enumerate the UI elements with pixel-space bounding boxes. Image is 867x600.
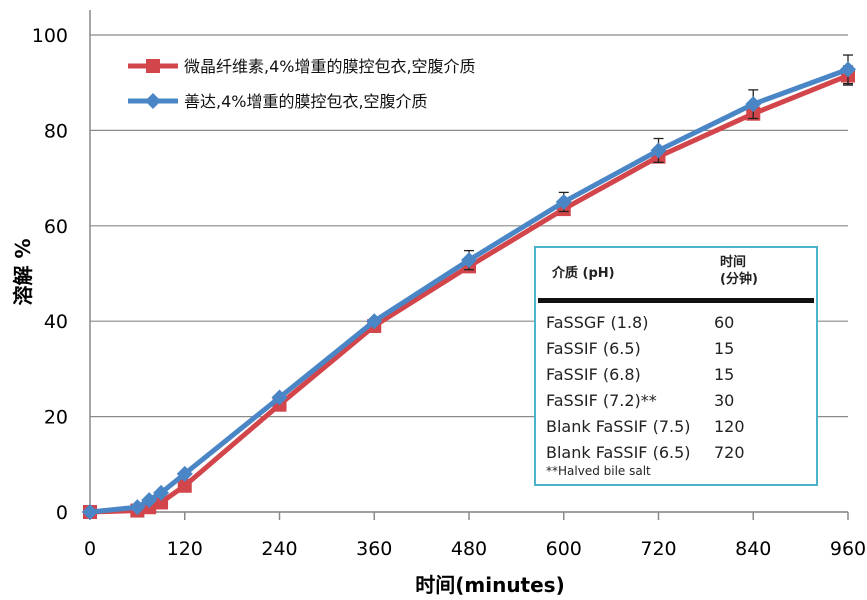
table-row: Blank FaSSIF (6.5) 720	[546, 440, 806, 466]
legend-label: 善达,4%增重的膜控包衣,空腹介质	[184, 92, 428, 111]
data-point-diamond	[650, 142, 667, 159]
time-cell: 15	[714, 365, 735, 384]
table-footnote: **Halved bile salt	[546, 464, 651, 478]
y-tick-label: 0	[56, 502, 68, 524]
tick-labels: 0 20 40 60 80 100 0 120 240 360 480 600 720 840 960	[32, 25, 866, 560]
data-point-diamond	[153, 484, 170, 501]
y-tick-label: 40	[44, 311, 68, 333]
time-header-label: 时间 (分钟)	[720, 255, 758, 287]
series-layer	[82, 54, 856, 520]
data-point-diamond	[129, 499, 146, 516]
table-row: FaSSIF (7.2)** 30	[546, 388, 806, 414]
media-table-rows: FaSSGF (1.8) 60 FaSSIF (6.5) 15 FaSSIF (…	[546, 310, 806, 466]
legend-item-1: 微晶纤维素,4%增重的膜控包衣,空腹介质	[128, 57, 476, 76]
axes	[82, 10, 849, 520]
x-tick-label: 600	[546, 538, 582, 560]
media-header-label: 介质 (pH)	[552, 266, 615, 281]
media-table-header: 介质 (pH) 时间 (分钟)	[536, 248, 816, 303]
medium-cell: FaSSIF (6.5)	[546, 339, 641, 358]
table-row: FaSSIF (6.8) 15	[546, 362, 806, 388]
table-row: FaSSIF (6.5) 15	[546, 336, 806, 362]
legend-item-2: 善达,4%增重的膜控包衣,空腹介质	[128, 92, 428, 111]
medium-cell: Blank FaSSIF (6.5)	[546, 443, 691, 462]
x-tick-label: 0	[84, 538, 96, 560]
data-point-square	[154, 495, 169, 510]
x-tick-label: 360	[356, 538, 392, 560]
legend-label: 微晶纤维素,4%增重的膜控包衣,空腹介质	[184, 57, 476, 76]
media-table: 介质 (pH) 时间 (分钟) FaSSGF (1.8) 60 FaSSIF (6…	[534, 246, 818, 486]
x-tick-label: 120	[167, 538, 203, 560]
y-tick-label: 80	[44, 120, 68, 142]
data-point-diamond	[141, 492, 158, 509]
series-2	[82, 54, 856, 520]
data-point-square	[177, 478, 192, 493]
data-point-diamond	[745, 96, 762, 113]
x-tick-label: 480	[451, 538, 487, 560]
x-tick-label: 960	[830, 538, 866, 560]
data-point-diamond	[840, 61, 856, 78]
data-point-diamond	[555, 193, 572, 210]
x-tick-label: 240	[261, 538, 297, 560]
medium-cell: Blank FaSSIF (7.5)	[546, 417, 691, 436]
y-axis-title: 溶解 %	[11, 238, 35, 305]
time-cell: 30	[714, 391, 735, 410]
time-cell: 720	[714, 443, 745, 462]
data-point-diamond	[82, 504, 98, 520]
time-cell: 15	[714, 339, 735, 358]
data-point-diamond	[461, 252, 477, 269]
y-tick-label: 20	[44, 407, 68, 429]
data-point-diamond	[145, 93, 161, 109]
medium-cell: FaSSIF (7.2)**	[546, 391, 657, 410]
header-rule	[538, 298, 814, 303]
medium-cell: FaSSIF (6.8)	[546, 365, 641, 384]
x-tick-label: 840	[735, 538, 771, 560]
table-row: FaSSGF (1.8) 60	[546, 310, 806, 336]
time-cell: 120	[714, 417, 745, 436]
time-cell: 60	[714, 313, 735, 332]
data-point-diamond	[176, 465, 193, 482]
y-tick-label: 100	[32, 25, 68, 47]
data-point-diamond	[271, 389, 288, 406]
medium-cell: FaSSGF (1.8)	[546, 313, 649, 332]
x-tick-label: 720	[640, 538, 676, 560]
x-axis-title: 时间(minutes)	[415, 573, 564, 597]
data-point-diamond	[366, 313, 383, 330]
y-tick-label: 60	[44, 216, 68, 238]
data-point-square	[146, 59, 160, 73]
table-row: Blank FaSSIF (7.5) 120	[546, 414, 806, 440]
